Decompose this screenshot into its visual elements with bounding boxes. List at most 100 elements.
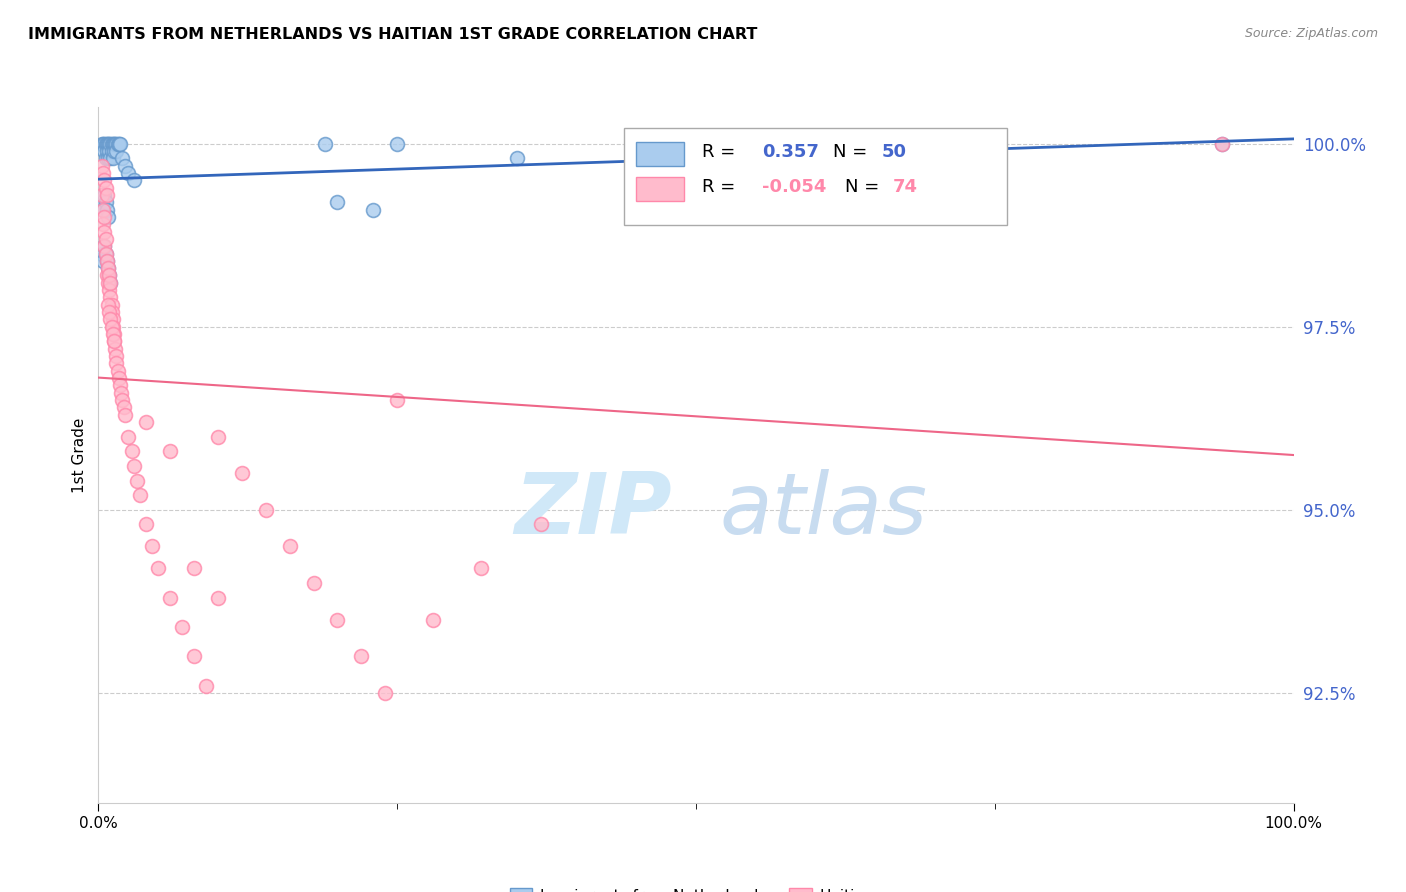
Point: [96, 144, 118, 158]
Point: [101, 327, 124, 342]
Point: [91, 202, 114, 217]
Text: -0.054: -0.054: [762, 178, 827, 196]
Point: [98, 305, 121, 319]
Point: [93, 136, 115, 151]
Point: [470, 561, 492, 575]
Point: [326, 613, 349, 627]
Point: [231, 467, 253, 481]
Point: [97, 261, 120, 276]
Point: [103, 327, 125, 342]
Point: [101, 151, 124, 165]
Point: [129, 488, 152, 502]
Point: [91, 253, 114, 268]
Point: [108, 136, 131, 151]
Text: ZIP: ZIP: [515, 469, 672, 552]
Point: [107, 136, 129, 151]
Point: [98, 268, 121, 283]
Point: [172, 620, 194, 634]
Point: [863, 210, 886, 224]
Point: [103, 334, 125, 349]
Y-axis label: 1st Grade: 1st Grade: [72, 417, 87, 492]
Point: [94, 151, 117, 165]
Point: [135, 415, 157, 429]
Text: 74: 74: [893, 178, 918, 196]
Point: [96, 253, 118, 268]
Point: [207, 429, 229, 443]
Text: R =: R =: [702, 144, 747, 161]
Point: [385, 392, 409, 407]
Point: [111, 392, 134, 407]
Point: [141, 540, 163, 554]
Point: [97, 210, 120, 224]
Point: [350, 649, 373, 664]
Point: [422, 613, 444, 627]
Point: [105, 136, 128, 151]
Point: [94, 246, 117, 260]
Point: [159, 591, 181, 605]
Point: [97, 276, 120, 290]
Point: [385, 136, 409, 151]
Point: [105, 356, 128, 370]
Point: [103, 144, 125, 158]
Point: [105, 349, 128, 363]
Point: [97, 298, 120, 312]
Point: [135, 517, 157, 532]
Point: [374, 686, 396, 700]
Point: [98, 136, 121, 151]
Point: [98, 268, 121, 283]
Point: [98, 151, 122, 165]
Point: [101, 312, 124, 326]
Point: [101, 136, 124, 151]
Point: [97, 136, 120, 151]
Point: [98, 312, 122, 326]
Point: [94, 195, 117, 210]
Point: [110, 385, 132, 400]
Legend: Immigrants from Netherlands, Haitians: Immigrants from Netherlands, Haitians: [502, 880, 890, 892]
Point: [104, 342, 127, 356]
Point: [100, 305, 122, 319]
FancyBboxPatch shape: [636, 142, 685, 166]
Point: [100, 136, 122, 151]
Point: [315, 136, 337, 151]
Point: [93, 144, 115, 158]
Point: [105, 144, 128, 158]
Point: [1211, 136, 1233, 151]
Point: [93, 210, 115, 224]
Point: [91, 217, 114, 231]
Point: [91, 195, 114, 210]
Point: [112, 401, 135, 415]
Text: IMMIGRANTS FROM NETHERLANDS VS HAITIAN 1ST GRADE CORRELATION CHART: IMMIGRANTS FROM NETHERLANDS VS HAITIAN 1…: [28, 27, 758, 42]
Point: [91, 246, 114, 260]
Text: 50: 50: [882, 144, 907, 161]
Point: [93, 173, 115, 187]
Point: [91, 159, 114, 173]
Point: [91, 136, 114, 151]
Point: [804, 195, 827, 210]
Point: [121, 444, 143, 458]
Point: [1211, 136, 1233, 151]
Point: [125, 474, 148, 488]
Point: [96, 188, 118, 202]
Point: [97, 151, 120, 165]
Point: [98, 136, 122, 151]
Point: [207, 591, 229, 605]
Point: [114, 408, 136, 422]
Point: [363, 202, 385, 217]
Point: [91, 202, 114, 217]
Point: [97, 261, 120, 276]
Point: [96, 268, 118, 283]
Point: [96, 253, 118, 268]
Point: [254, 503, 277, 517]
Point: [194, 679, 217, 693]
Point: [98, 283, 121, 297]
Point: [183, 561, 205, 575]
Point: [100, 319, 122, 334]
Point: [94, 136, 117, 151]
FancyBboxPatch shape: [624, 128, 1007, 226]
Point: [98, 276, 122, 290]
Point: [117, 429, 139, 443]
Point: [100, 144, 122, 158]
Point: [98, 276, 122, 290]
Point: [91, 166, 114, 180]
Point: [93, 188, 115, 202]
